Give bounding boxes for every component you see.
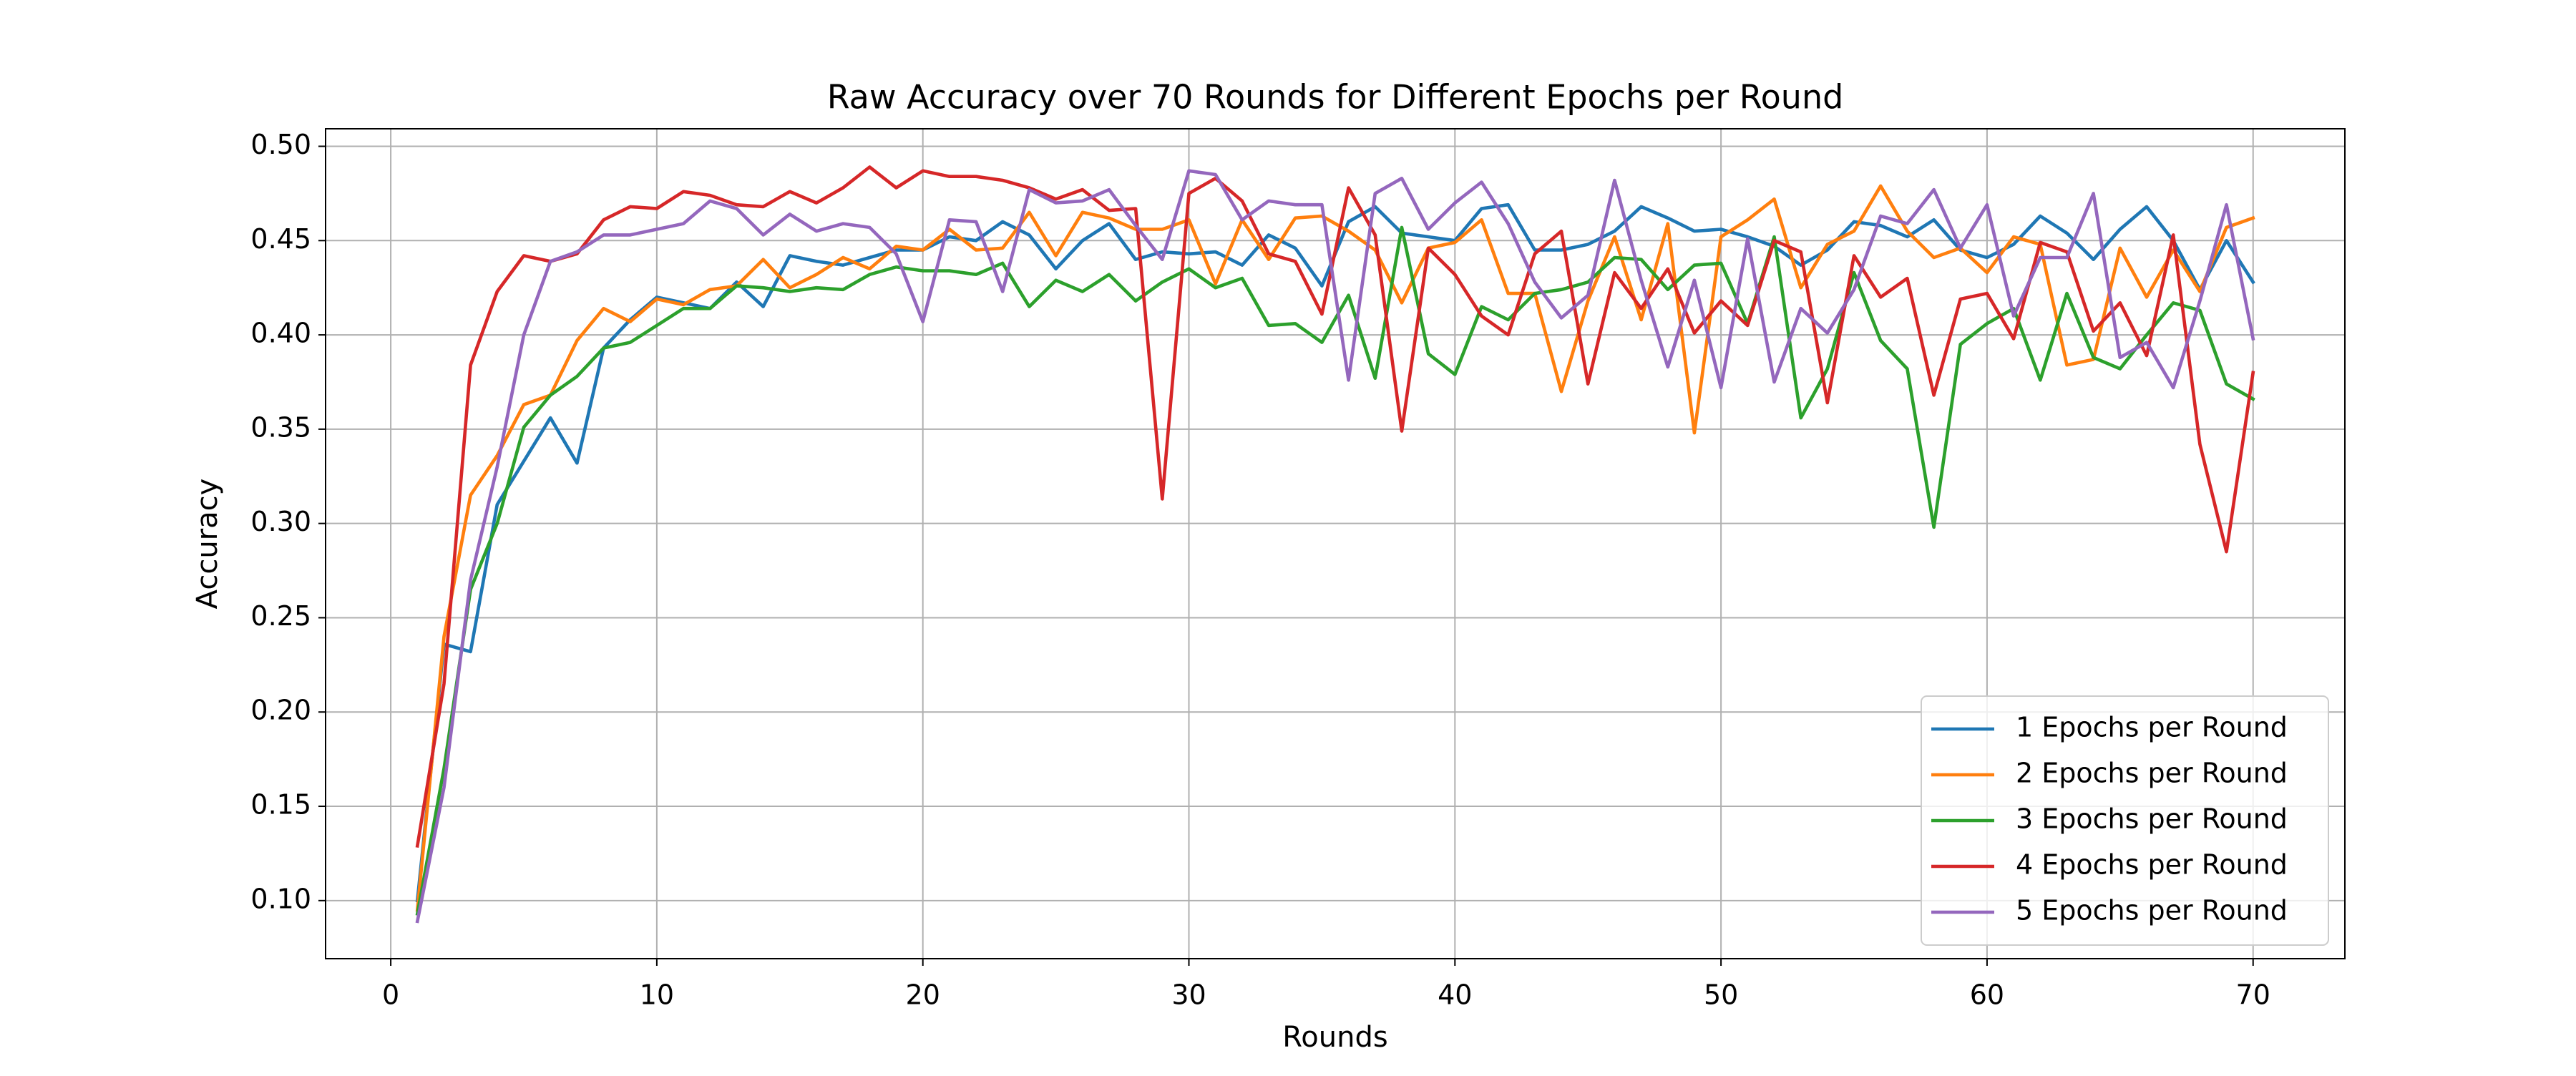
legend-label: 4 Epochs per Round bbox=[2016, 849, 2288, 881]
y-tick-label: 0.40 bbox=[250, 318, 311, 349]
legend-label: 2 Epochs per Round bbox=[2016, 758, 2288, 789]
legend-label: 3 Epochs per Round bbox=[2016, 803, 2288, 835]
legend-box bbox=[1921, 695, 2329, 946]
y-tick-label: 0.20 bbox=[250, 695, 311, 726]
x-tick-label: 10 bbox=[640, 979, 674, 1011]
x-axis-label: Rounds bbox=[1282, 1021, 1387, 1054]
data-line bbox=[415, 184, 2255, 912]
chart-title: Raw Accuracy over 70 Rounds for Differen… bbox=[827, 78, 1844, 117]
x-tick-label: 0 bbox=[382, 979, 399, 1011]
x-tick-label: 20 bbox=[906, 979, 940, 1011]
y-tick-label: 0.45 bbox=[250, 223, 311, 255]
y-tick-label: 0.35 bbox=[250, 411, 311, 443]
y-tick-label: 0.15 bbox=[250, 789, 311, 821]
data-line bbox=[415, 225, 2255, 916]
y-tick-label: 0.50 bbox=[250, 129, 311, 160]
y-tick-label: 0.30 bbox=[250, 506, 311, 537]
plot-frame bbox=[325, 128, 2346, 959]
y-tick-label: 0.10 bbox=[250, 883, 311, 914]
data-line bbox=[415, 169, 2255, 924]
x-tick-label: 60 bbox=[1970, 979, 2004, 1011]
legend-label: 5 Epochs per Round bbox=[2016, 895, 2288, 926]
x-tick-label: 30 bbox=[1171, 979, 1206, 1011]
y-tick-label: 0.25 bbox=[250, 600, 311, 632]
data-line bbox=[415, 165, 2255, 848]
x-tick-label: 40 bbox=[1438, 979, 1472, 1011]
y-axis-label: Accuracy bbox=[191, 479, 224, 610]
x-tick-label: 70 bbox=[2236, 979, 2270, 1011]
legend-label: 1 Epochs per Round bbox=[2016, 712, 2288, 743]
x-tick-label: 50 bbox=[1704, 979, 1738, 1011]
legend: 1 Epochs per Round 2 Epochs per Round 3 Ep… bbox=[1921, 695, 2329, 946]
